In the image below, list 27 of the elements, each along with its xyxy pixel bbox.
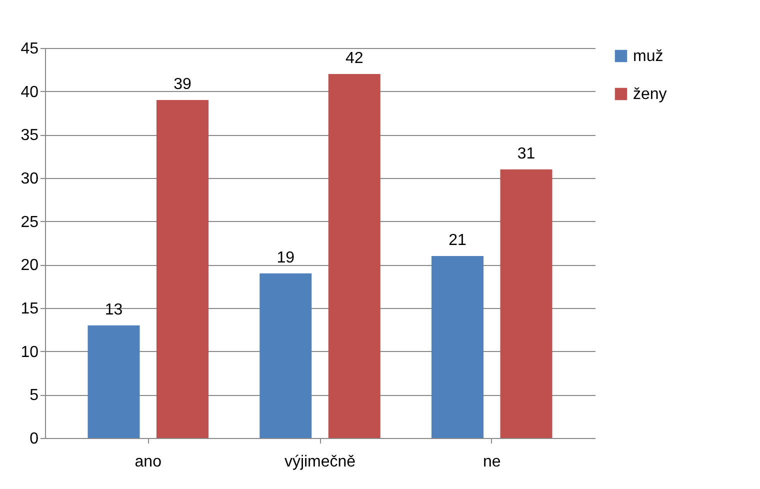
- y-tick-label: 45: [20, 40, 39, 58]
- data-label: 31: [517, 145, 536, 162]
- x-tick-label: ano: [134, 454, 162, 470]
- data-label: 39: [174, 76, 192, 93]
- y-tick-label: 25: [20, 214, 39, 231]
- bar: [432, 256, 484, 438]
- y-tick-label: 0: [30, 430, 39, 448]
- data-label: 19: [276, 249, 295, 266]
- y-tick-label: 35: [20, 127, 39, 144]
- y-tick-label: 10: [20, 344, 39, 361]
- legend-label: muž: [633, 48, 664, 65]
- x-tick-label: ne: [482, 454, 501, 470]
- y-tick-label: 20: [20, 257, 39, 274]
- y-tick-label: 15: [20, 300, 39, 318]
- legend-label: ženy: [633, 86, 667, 103]
- bar: [328, 74, 380, 438]
- bar: [156, 100, 208, 438]
- bar: [260, 273, 312, 438]
- data-label: 21: [448, 232, 466, 249]
- bar: [88, 325, 140, 438]
- bar: [500, 169, 552, 438]
- data-label: 42: [345, 50, 364, 67]
- y-tick-label: 40: [20, 84, 39, 101]
- data-label: 13: [104, 301, 123, 318]
- y-tick-label: 30: [20, 170, 39, 188]
- x-tick-label: výjimečně: [284, 454, 356, 470]
- y-tick-label: 5: [30, 387, 39, 404]
